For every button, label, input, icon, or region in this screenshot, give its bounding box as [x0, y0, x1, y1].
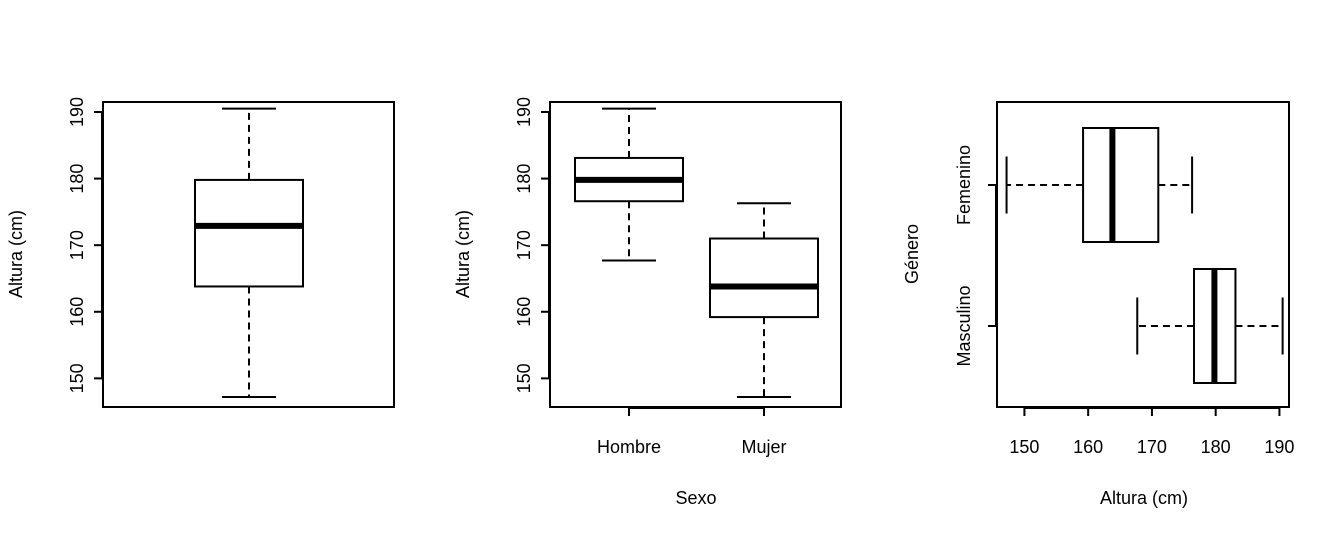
y-axis-label: Altura (cm): [6, 210, 26, 298]
y-tick-label: 180: [514, 164, 534, 194]
y-tick-label: 150: [67, 363, 87, 393]
panel-horizontal-boxplot-by-gender: Masculino Femenino 150 160 170 180 190 Género…: [902, 101, 1294, 508]
box-femenino: [1005, 127, 1194, 243]
y-tick-label: 150: [514, 363, 534, 393]
y-tick-label: 190: [514, 97, 534, 127]
boxes: [194, 107, 304, 399]
iqr-box: [194, 178, 304, 288]
y-tick-label: Masculino: [954, 285, 974, 366]
x-axis: Hombre Mujer: [597, 407, 787, 457]
box-all: [194, 107, 304, 399]
x-tick-label: 190: [1264, 437, 1294, 457]
x-tick-label: 170: [1137, 437, 1167, 457]
y-tick-label: 170: [67, 230, 87, 260]
boxes: [1005, 127, 1284, 384]
iqr-box: [709, 237, 819, 319]
box-hombre: [574, 107, 684, 262]
y-tick-label: 160: [514, 297, 534, 327]
y-axis: 150 160 170 180 190: [514, 97, 550, 393]
x-tick-label: 150: [1009, 437, 1039, 457]
y-tick-label: 160: [67, 297, 87, 327]
iqr-box: [1082, 127, 1160, 243]
box-masculino: [1136, 268, 1284, 384]
y-axis-label: Género: [902, 224, 922, 284]
box-mujer: [709, 202, 819, 399]
y-tick-label: 180: [67, 164, 87, 194]
x-axis: 150 160 170 180 190: [1009, 407, 1294, 457]
y-tick-label: Femenino: [954, 145, 974, 225]
y-axis-label: Altura (cm): [453, 210, 473, 298]
y-axis: Masculino Femenino: [954, 145, 997, 367]
x-axis-label: Altura (cm): [1100, 488, 1188, 508]
boxes: [574, 107, 819, 399]
x-tick-label: 160: [1073, 437, 1103, 457]
panel-overall-boxplot: 150 160 170 180 190 Altura (cm): [6, 97, 395, 408]
y-tick-label: 190: [67, 97, 87, 127]
x-axis-label: Sexo: [675, 488, 716, 508]
x-tick-label: 180: [1201, 437, 1231, 457]
y-axis: 150 160 170 180 190: [67, 97, 103, 393]
x-tick-label: Mujer: [741, 437, 786, 457]
y-tick-label: 170: [514, 230, 534, 260]
x-tick-label: Hombre: [597, 437, 661, 457]
